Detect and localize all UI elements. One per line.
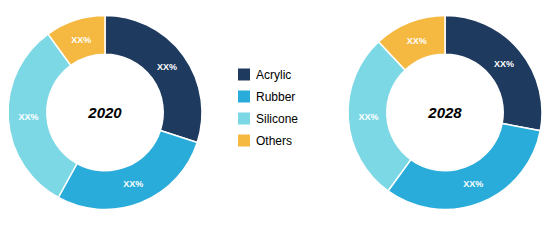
- data-label: XX%: [123, 179, 143, 189]
- center-label: 2028: [427, 104, 462, 121]
- slice: [379, 16, 445, 71]
- legend-item: Silicone: [238, 112, 298, 126]
- data-labels: XX% XX% XX% XX%: [19, 35, 177, 189]
- data-label: XX%: [19, 112, 39, 122]
- legend-item: Acrylic: [238, 68, 291, 82]
- data-label: XX%: [157, 62, 177, 72]
- data-label: XX%: [71, 35, 91, 45]
- data-label: XX%: [494, 59, 514, 69]
- legend: Acrylic Rubber Silicone Others: [238, 68, 298, 148]
- data-labels: XX% XX% XX% XX%: [359, 36, 515, 188]
- legend-label: Rubber: [256, 90, 295, 104]
- legend-label: Silicone: [256, 112, 298, 126]
- data-label: XX%: [463, 179, 483, 189]
- legend-swatch: [238, 91, 250, 103]
- legend-swatch: [238, 113, 250, 125]
- slices: [348, 16, 542, 210]
- chart: XX% XX% XX% XX% 2020 XX% XX% XX% XX% 2028 Acrylic R…: [0, 0, 550, 225]
- data-label: XX%: [407, 36, 427, 46]
- legend-item: Rubber: [238, 90, 295, 104]
- slice: [388, 123, 540, 209]
- slice: [105, 16, 202, 143]
- legend-swatch: [238, 69, 250, 81]
- legend-item: Others: [238, 134, 292, 148]
- data-label: XX%: [359, 112, 379, 122]
- legend-label: Acrylic: [256, 68, 291, 82]
- donut: XX% XX% XX% XX% 2028: [348, 16, 542, 210]
- legend-swatch: [238, 135, 250, 147]
- donut: XX% XX% XX% XX% 2020: [8, 16, 202, 210]
- legend-label: Others: [256, 134, 292, 148]
- slice: [48, 16, 105, 66]
- slice: [58, 130, 197, 209]
- slices: [8, 16, 202, 210]
- center-label: 2020: [87, 104, 122, 121]
